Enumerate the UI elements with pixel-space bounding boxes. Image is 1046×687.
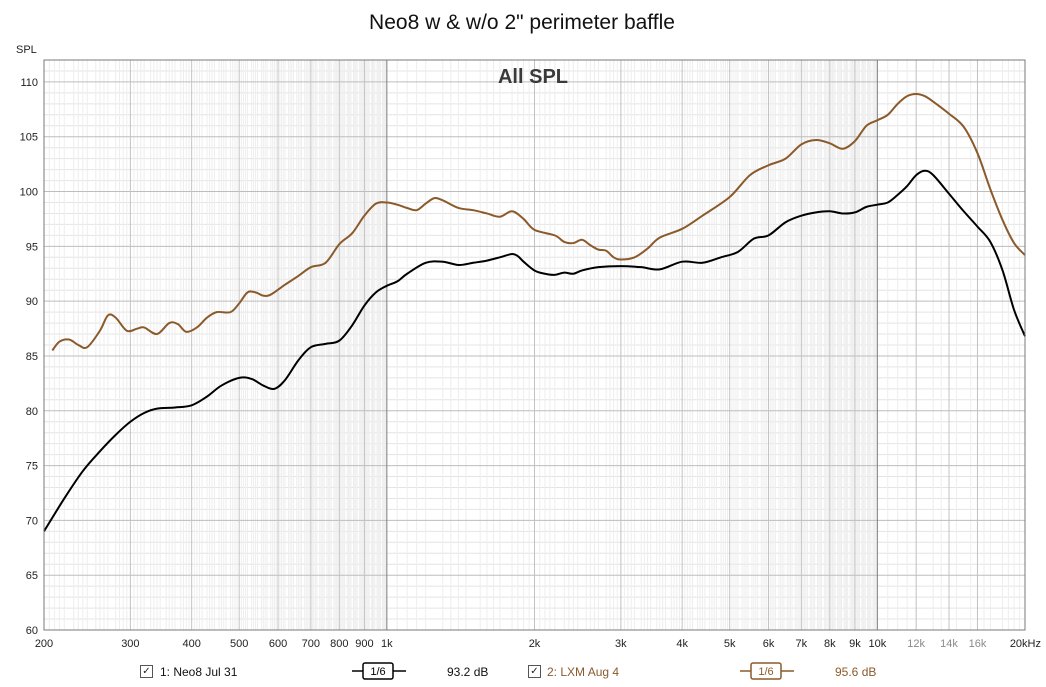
x-tick-label: 12k <box>907 638 925 650</box>
x-tick-label: 1k <box>381 638 393 650</box>
x-tick-label: 500 <box>230 638 248 650</box>
x-tick-label: 14k <box>940 638 958 650</box>
x-tick-label: 16k <box>969 638 987 650</box>
series-line-2 <box>51 92 1026 352</box>
series-2-smoothing-control[interactable]: 1/6 <box>738 661 796 681</box>
series-2-smoothing-value: 1/6 <box>758 666 773 678</box>
chart-subtitle: All SPL <box>498 66 568 88</box>
x-tick-label: 7k <box>796 638 808 650</box>
y-tick-label: 80 <box>26 406 38 418</box>
x-tick-label: 600 <box>269 638 287 650</box>
series-1-smoothing-control[interactable]: 1/6 <box>350 661 408 681</box>
x-tick-label: 20kHz <box>1010 638 1041 650</box>
y-tick-label: 95 <box>26 241 38 253</box>
x-tick-label: 300 <box>121 638 139 650</box>
x-tick-label: 2k <box>529 638 541 650</box>
chart-title: Neo8 w & w/o 2" perimeter baffle <box>369 11 675 34</box>
series-1-label: 1: Neo8 Jul 31 <box>160 665 238 679</box>
y-tick-label: 90 <box>26 296 38 308</box>
axis-ticks: 60 65 70 75 80 85 90 95 100 105 110 200 300 400 500 600… <box>20 77 1041 650</box>
x-tick-label: 3k <box>615 638 627 650</box>
x-tick-label: 800 <box>330 638 348 650</box>
y-tick-label: 65 <box>26 570 38 582</box>
x-tick-label: 400 <box>182 638 200 650</box>
series-1-smoothing-value: 1/6 <box>370 666 385 678</box>
x-tick-label: 8k <box>824 638 836 650</box>
x-tick-label: 6k <box>763 638 775 650</box>
x-tick-label: 200 <box>35 638 53 650</box>
x-tick-label: 900 <box>355 638 373 650</box>
series-2-smoothing-box <box>750 662 782 680</box>
y-tick-label: 110 <box>20 77 38 89</box>
x-tick-label: 9k <box>849 638 861 650</box>
y-tick-label: 75 <box>26 461 38 473</box>
y-tick-label: 85 <box>26 351 38 363</box>
x-tick-label: 10k <box>868 638 886 650</box>
y-tick-label: 70 <box>26 515 38 527</box>
y-tick-label: 100 <box>20 187 38 199</box>
x-tick-label: 5k <box>724 638 736 650</box>
y-tick-label: 60 <box>26 625 38 637</box>
frequency-response-chart: 60 65 70 75 80 85 90 95 100 105 110 200 300 400 500 600… <box>16 11 1041 650</box>
series-1-db-value: 93.2 dB <box>447 665 489 679</box>
x-tick-label: 700 <box>302 638 320 650</box>
series-lines <box>43 92 1026 532</box>
series-line-1 <box>43 169 1026 532</box>
x-tick-label: 4k <box>676 638 688 650</box>
plot-frame <box>43 59 1026 631</box>
y-axis-label: SPL <box>16 44 37 56</box>
series-1-checkbox[interactable]: ✓ <box>140 665 153 678</box>
series-2-db-value: 95.6 dB <box>835 665 877 679</box>
series-2-checkbox[interactable]: ✓ <box>528 665 541 678</box>
series-2-label: 2: LXM Aug 4 <box>547 665 620 679</box>
series-1-smoothing-box <box>362 662 394 680</box>
legend-bar: ✓ 1: Neo8 Jul 31 1/6 93.2 dB ✓ 2: LXM Au… <box>0 661 1046 683</box>
grid <box>44 60 1025 631</box>
y-tick-label: 105 <box>20 132 38 144</box>
